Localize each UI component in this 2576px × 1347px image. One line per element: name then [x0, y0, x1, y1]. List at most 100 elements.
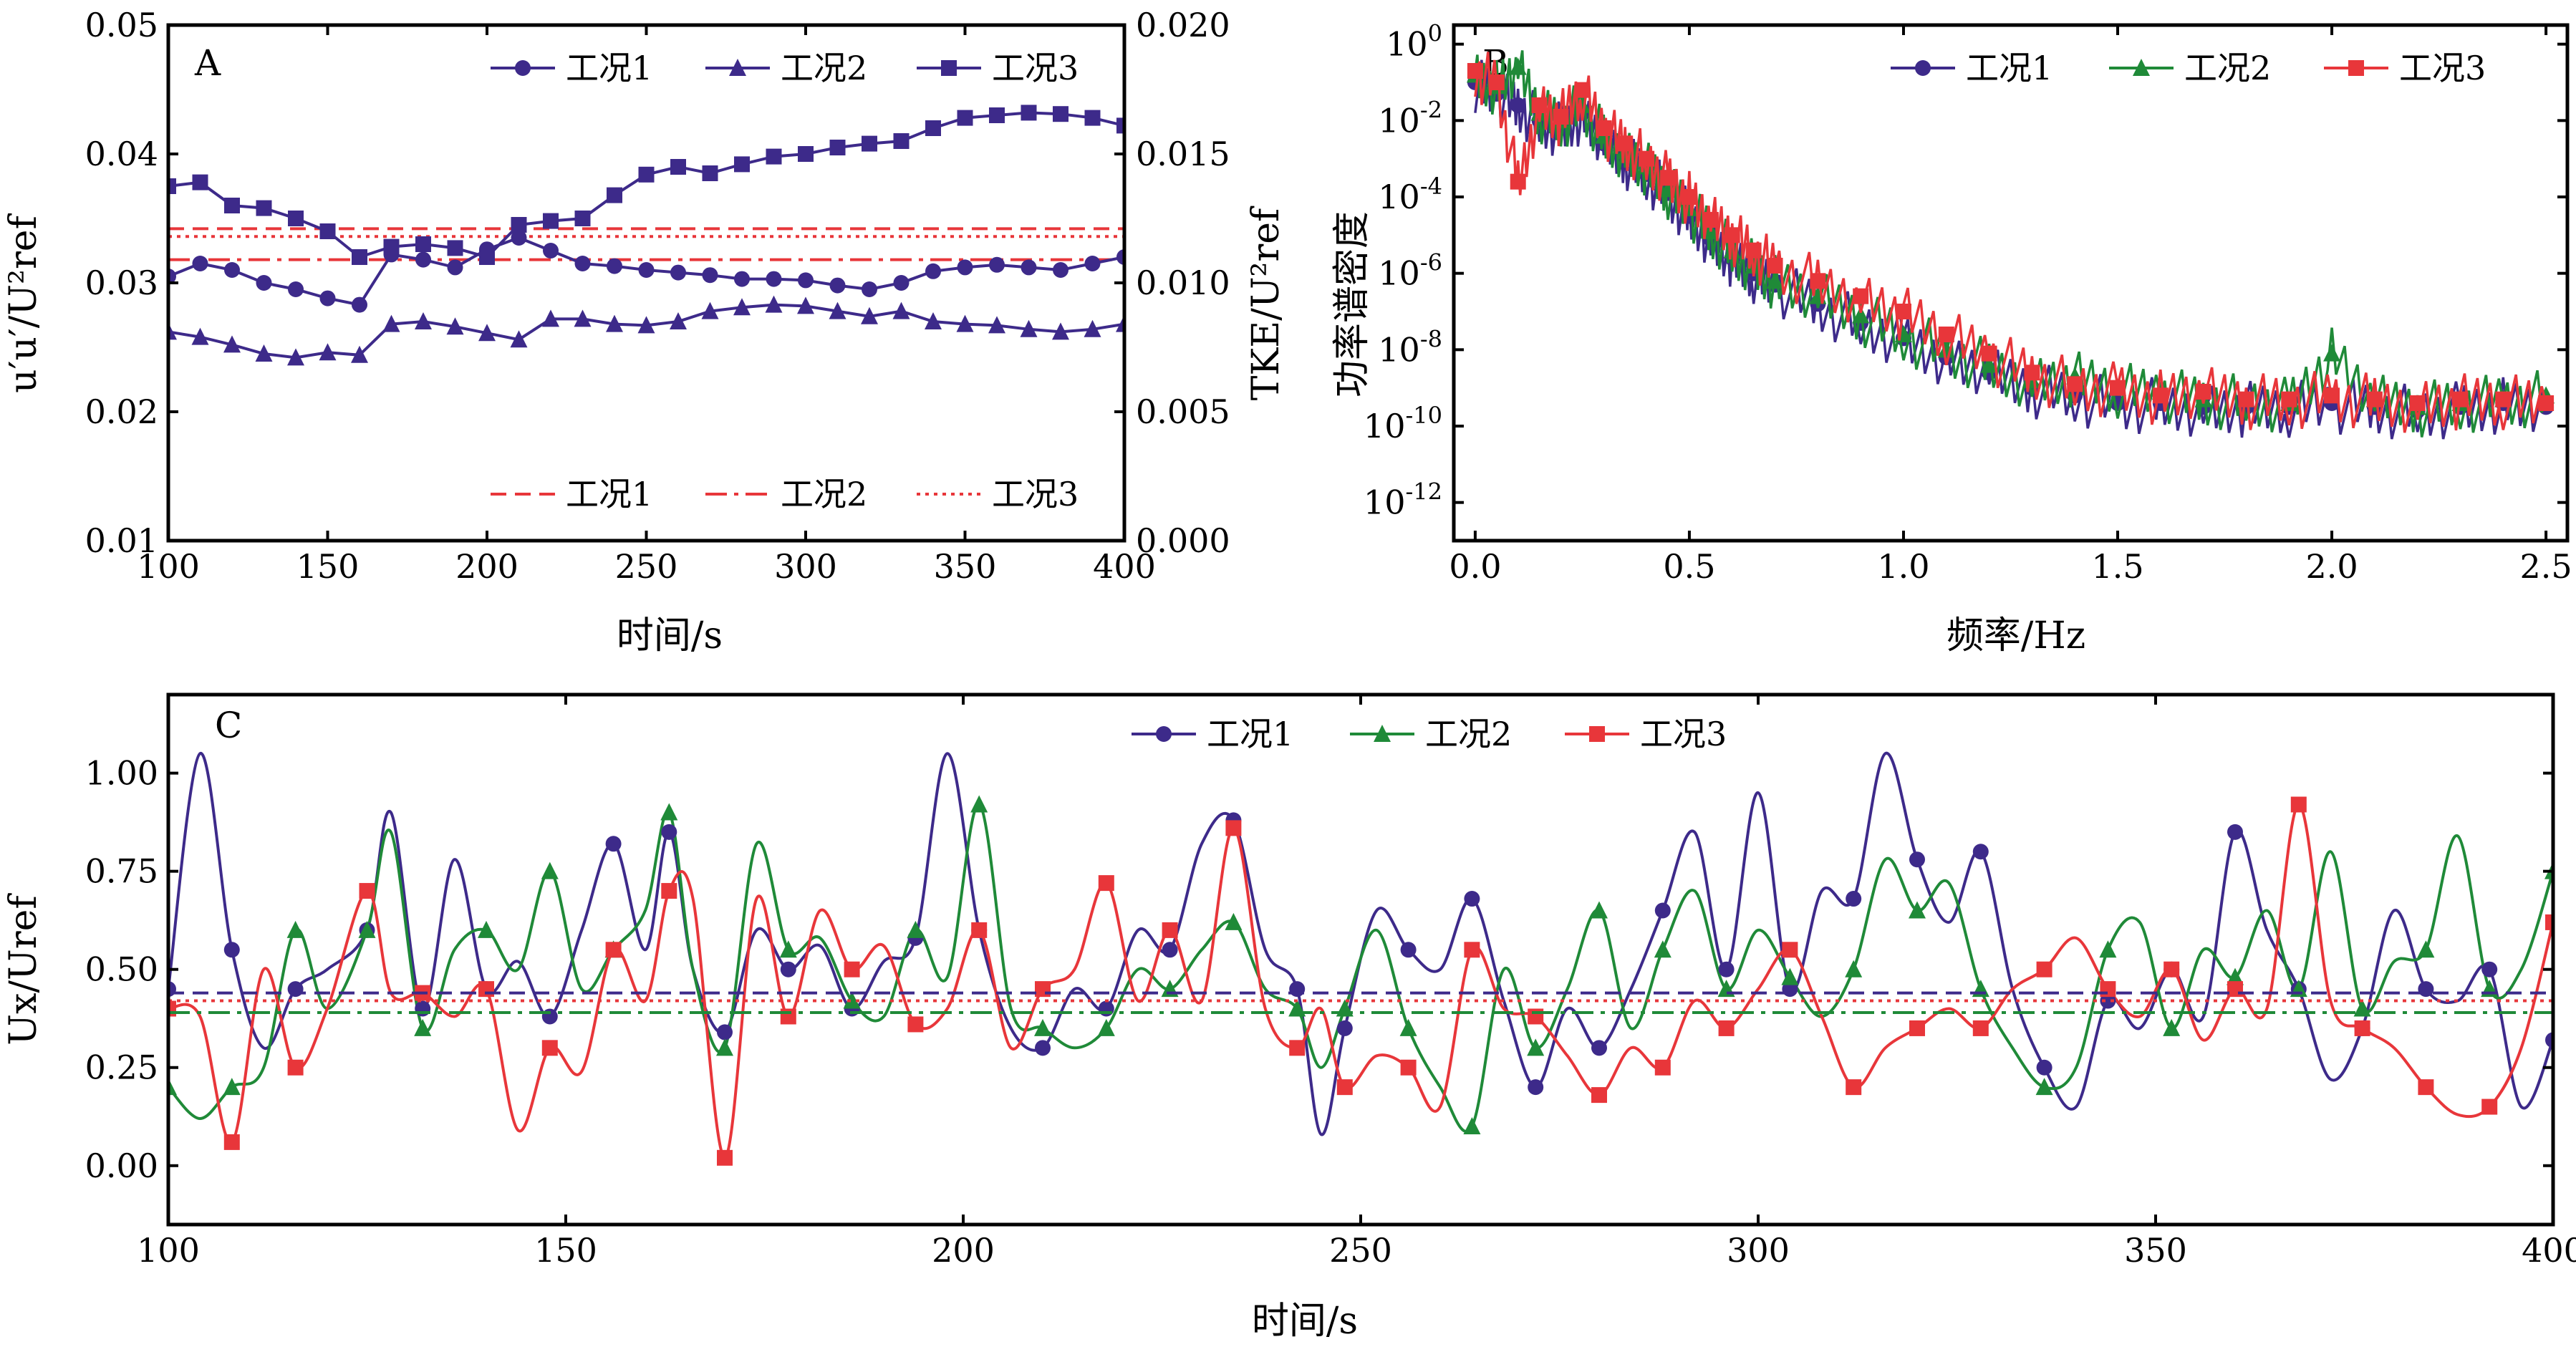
panel-b-series-3-point: [1660, 170, 1677, 186]
panel-b-series-3-point: [1702, 212, 1719, 228]
panel-a-series-1-point: [288, 281, 304, 297]
panel-c-series-1-point: [287, 981, 304, 998]
panel-a-series-3-point: [638, 166, 655, 183]
panel-a: A 时间/s u′u′/U²ref TKE/U²ref 100 150 200 250…: [2, 6, 1288, 657]
panel-a-series-3-point: [447, 240, 463, 256]
panel-c-series-3-point: [780, 1008, 796, 1025]
panel-c-series-2-point: [1034, 1018, 1051, 1036]
panel-b-ytick-label: 100: [1386, 20, 1442, 64]
panel-b-series-3-point: [1574, 82, 1591, 98]
panel-a-series-1-point: [829, 277, 846, 294]
panel-a-series-3-point: [543, 213, 559, 229]
panel-a-ytick-right-label: 0.015: [1136, 135, 1230, 173]
panel-a-series-1-point: [607, 258, 622, 274]
panel-b-xtick-label: 1.0: [1877, 547, 1929, 586]
panel-b-series-3-point: [2452, 391, 2469, 407]
panel-a-legend-marker: [729, 59, 746, 76]
panel-c-series-2-point: [779, 940, 797, 958]
panel-a-series-2-point: [478, 324, 496, 342]
panel-b-ylabel: 功率谱密度: [1331, 211, 1374, 397]
panel-c-series-3-point: [1528, 1008, 1544, 1025]
panel-c-xtick-label: 100: [137, 1231, 200, 1270]
panel-a-series-1-point: [957, 259, 973, 276]
panel-a-series-3-point: [734, 156, 750, 173]
panel-a-ref-legend-label: 工况3: [992, 475, 1079, 513]
panel-b-series-3-point: [1531, 97, 1548, 113]
panel-b-series-3-point: [1596, 120, 1612, 136]
panel-a-ylabel-right: TKE/U²ref: [1245, 206, 1288, 400]
panel-a-series-2-point: [733, 298, 751, 316]
panel-b-series-3-point: [2110, 380, 2126, 396]
panel-a-series-1-point: [256, 275, 272, 291]
panel-a-ylabel-left: u′u′/U²ref: [2, 213, 45, 392]
panel-a-series-3-point: [670, 159, 686, 175]
panel-b-series-3-point: [1510, 173, 1526, 190]
panel-c-series-3-point: [2545, 914, 2553, 930]
panel-c-series-3-point: [1098, 875, 1114, 892]
panel-a-series-2-point: [255, 344, 273, 362]
panel-a-series-3-point: [383, 238, 400, 255]
panel-b-xlabel: 频率/Hz: [1947, 614, 2085, 657]
panel-a-series-2-point: [168, 322, 177, 340]
panel-a-series-3-point: [479, 249, 495, 265]
panel-a-series-3-point: [989, 107, 1005, 123]
panel-a-ytick-label: 0.01: [85, 521, 158, 560]
panel-c-series-2-point: [2099, 940, 2117, 958]
panel-c-series-3-point: [1225, 820, 1242, 836]
panel-a-series-1-point: [638, 262, 655, 278]
panel-c-series-3-point: [2290, 796, 2307, 813]
panel-c-series-3-point: [1162, 922, 1178, 938]
panel-b-ytick-label: 10-4: [1378, 173, 1442, 216]
panel-a-legend-marker: [515, 60, 531, 76]
panel-b-series-3-point: [1981, 345, 1997, 362]
panel-c-series-3-point: [1718, 1020, 1735, 1036]
panel-a-ytick-right-label: 0.010: [1136, 264, 1230, 302]
panel-b-series-3-point: [2366, 391, 2383, 407]
panel-a-xtick-label: 250: [615, 547, 678, 586]
panel-c-series-3-point: [1400, 1059, 1417, 1076]
panel-c-series-2-point: [970, 795, 988, 813]
panel-a-series-2-point: [351, 345, 368, 363]
panel-c-series-3-point: [1846, 1079, 1862, 1096]
panel-c-series-3-point: [907, 1016, 924, 1033]
panel-c-series-3-point: [2481, 1099, 2498, 1115]
panel-c-series-1-point: [1972, 844, 1989, 860]
panel-b-series-2-point: [1509, 57, 1527, 75]
panel-a-xtick-label: 350: [934, 547, 997, 586]
panel-b-series-3-point: [1745, 242, 1762, 259]
panel-a-series-1-point: [543, 243, 559, 259]
panel-c-series-3-point: [1289, 1040, 1306, 1056]
panel-a-series-3-point: [1084, 110, 1101, 126]
panel-a-xtick-label: 200: [455, 547, 518, 586]
panel-a-series-2-point: [574, 309, 592, 327]
panel-a-legend-label: 工况3: [992, 49, 1079, 87]
panel-a-series-2-point: [637, 316, 655, 334]
panel-a-series-2-point: [765, 295, 783, 313]
panel-b-xtick-label: 0.5: [1663, 547, 1715, 586]
panel-c-series-1-point: [1098, 1000, 1114, 1017]
panel-a-ytick-right-label: 0.000: [1136, 521, 1230, 560]
panel-c-series-1-point: [2545, 1032, 2553, 1048]
panel-a-series-2-point: [861, 306, 878, 324]
panel-c-xtick-label: 200: [932, 1231, 995, 1270]
panel-a-series-2-point: [287, 348, 304, 366]
panel-a-series-2-point: [670, 312, 687, 329]
panel-a-series-2-point: [1020, 319, 1038, 337]
panel-c-series-2-point: [2417, 940, 2435, 958]
panel-b-xtick-label: 2.5: [2520, 547, 2572, 586]
panel-c-series-3-point: [1591, 1087, 1607, 1104]
panel-b-legend-label: 工况3: [2399, 49, 2486, 87]
panel-c-series-1-point: [1400, 942, 1417, 958]
panel-c-ylabel: Ux/Uref: [2, 893, 45, 1046]
panel-a-series-2-point: [1116, 314, 1124, 332]
panel-c-series-3-point: [2227, 981, 2243, 998]
panel-b-series-3-point: [1639, 150, 1655, 167]
panel-c-series-3-point: [2163, 961, 2180, 977]
panel-a-series-2-point: [191, 327, 209, 345]
panel-c-legend-marker: [1156, 726, 1172, 742]
panel-a-ytick-label: 0.03: [85, 264, 158, 302]
panel-c-series-2-point: [907, 920, 925, 938]
panel-a-series-2-point: [892, 301, 910, 319]
panel-c-series-2-point: [358, 920, 376, 938]
panel-c-series-1-point: [415, 1000, 431, 1017]
